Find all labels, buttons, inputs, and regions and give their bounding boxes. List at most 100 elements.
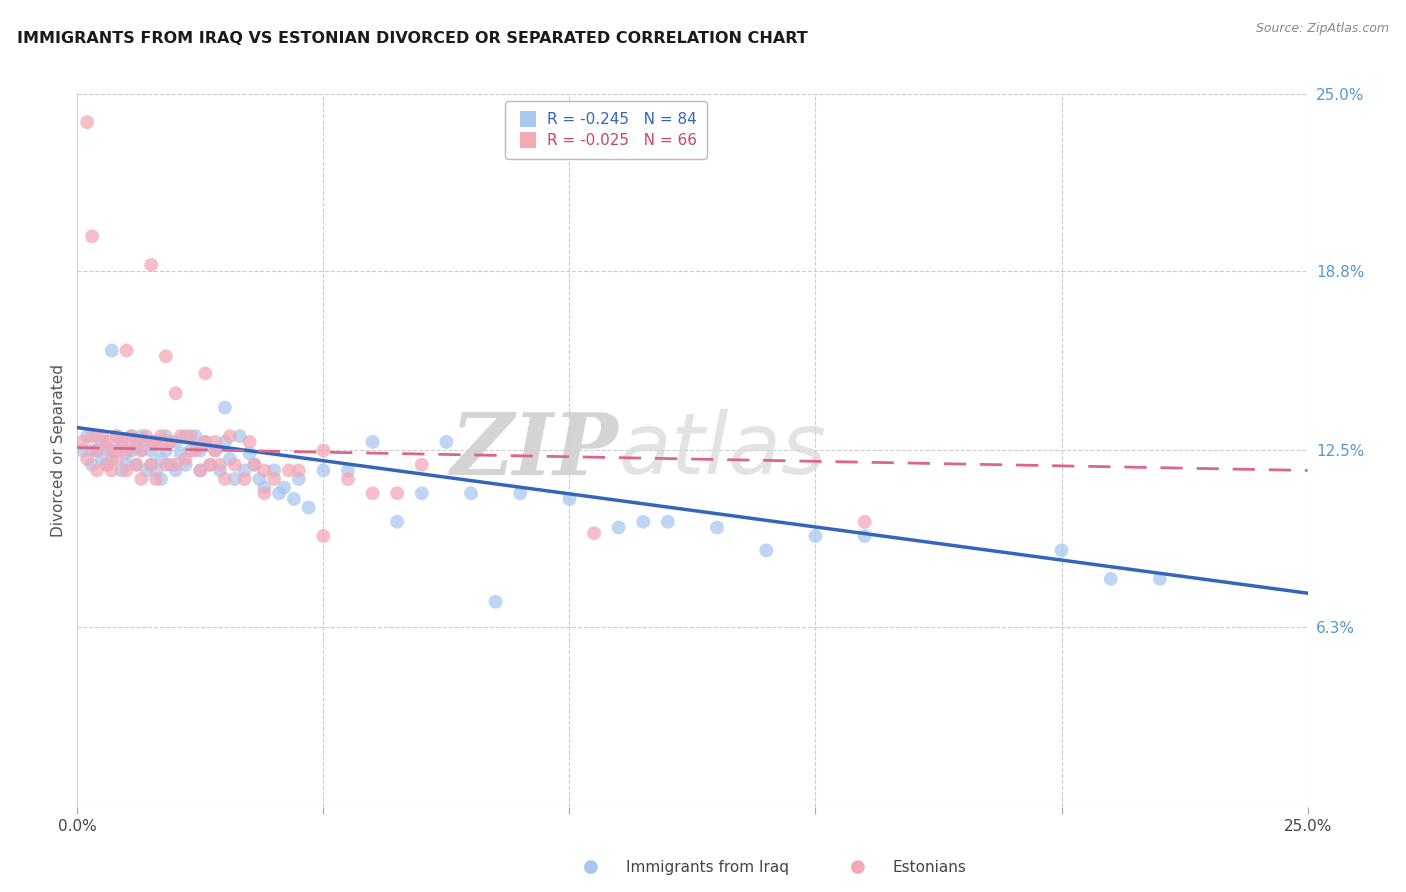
Text: Source: ZipAtlas.com: Source: ZipAtlas.com <box>1256 22 1389 36</box>
Point <box>150 429 173 443</box>
Point <box>86 463 108 477</box>
Point <box>165 386 187 401</box>
Text: ●: ● <box>582 858 599 876</box>
Point <box>86 429 108 443</box>
Point <box>180 429 202 443</box>
Point <box>115 458 138 472</box>
Point <box>121 429 143 443</box>
Point <box>135 434 157 449</box>
Point <box>96 441 118 455</box>
Point <box>165 458 187 472</box>
Point <box>200 458 222 472</box>
Point <box>70 443 93 458</box>
Point <box>141 443 163 458</box>
Point <box>105 429 128 443</box>
Point <box>263 472 285 486</box>
Point <box>165 463 187 477</box>
Point <box>96 458 118 472</box>
Point <box>170 446 193 460</box>
Point <box>121 429 143 443</box>
Point <box>160 434 183 449</box>
Point <box>82 429 104 443</box>
Point <box>184 443 207 458</box>
Point <box>101 443 124 458</box>
Point <box>96 458 118 472</box>
Point <box>135 429 157 443</box>
Point <box>312 443 335 458</box>
Point <box>204 443 226 458</box>
Point <box>219 429 242 443</box>
Point <box>131 429 153 443</box>
Text: Estonians: Estonians <box>893 860 967 874</box>
Point <box>145 472 167 486</box>
Point <box>101 343 124 358</box>
Point <box>263 463 285 477</box>
Point <box>243 458 266 472</box>
Point <box>633 515 655 529</box>
Point <box>233 463 256 477</box>
Point <box>90 452 114 467</box>
Point <box>180 443 202 458</box>
Point <box>204 434 226 449</box>
Point <box>155 443 177 458</box>
Point <box>155 458 177 472</box>
Point <box>853 529 876 543</box>
Legend: R = -0.245   N = 84, R = -0.025   N = 66: R = -0.245 N = 84, R = -0.025 N = 66 <box>505 102 707 159</box>
Point <box>115 443 138 458</box>
Point <box>145 434 167 449</box>
Point <box>361 486 384 500</box>
Point <box>125 441 148 455</box>
Point <box>387 486 409 500</box>
Point <box>111 463 132 477</box>
Point <box>411 458 433 472</box>
Point <box>190 443 212 458</box>
Point <box>224 472 246 486</box>
Point <box>253 463 276 477</box>
Point <box>135 463 157 477</box>
Point <box>273 481 295 495</box>
Point <box>145 463 167 477</box>
Point <box>804 529 827 543</box>
Point <box>155 434 177 449</box>
Point <box>190 463 212 477</box>
Point <box>194 434 217 449</box>
Point <box>229 429 252 443</box>
Point <box>125 434 148 449</box>
Text: Immigrants from Iraq: Immigrants from Iraq <box>626 860 789 874</box>
Point <box>141 258 163 272</box>
Point <box>86 443 108 458</box>
Point <box>214 401 236 415</box>
Point <box>411 486 433 500</box>
Point <box>460 486 482 500</box>
Point <box>82 458 104 472</box>
Point <box>1050 543 1073 558</box>
Point <box>706 520 728 534</box>
Point <box>283 491 305 506</box>
Point <box>131 472 153 486</box>
Point <box>253 486 276 500</box>
Point <box>170 429 193 443</box>
Point <box>253 481 276 495</box>
Point <box>111 434 132 449</box>
Point <box>160 458 183 472</box>
Text: ●: ● <box>849 858 866 876</box>
Point <box>337 463 360 477</box>
Point <box>70 434 93 449</box>
Point <box>141 458 163 472</box>
Point <box>96 434 118 449</box>
Point <box>1099 572 1122 586</box>
Point <box>101 452 124 467</box>
Point <box>239 446 262 460</box>
Text: atlas: atlas <box>619 409 827 492</box>
Point <box>131 443 153 458</box>
Point <box>214 472 236 486</box>
Point <box>233 472 256 486</box>
Point <box>190 463 212 477</box>
Point <box>224 458 246 472</box>
Point <box>1149 572 1171 586</box>
Point <box>214 434 236 449</box>
Point <box>174 458 197 472</box>
Point <box>105 452 128 467</box>
Point <box>82 443 104 458</box>
Point <box>312 463 335 477</box>
